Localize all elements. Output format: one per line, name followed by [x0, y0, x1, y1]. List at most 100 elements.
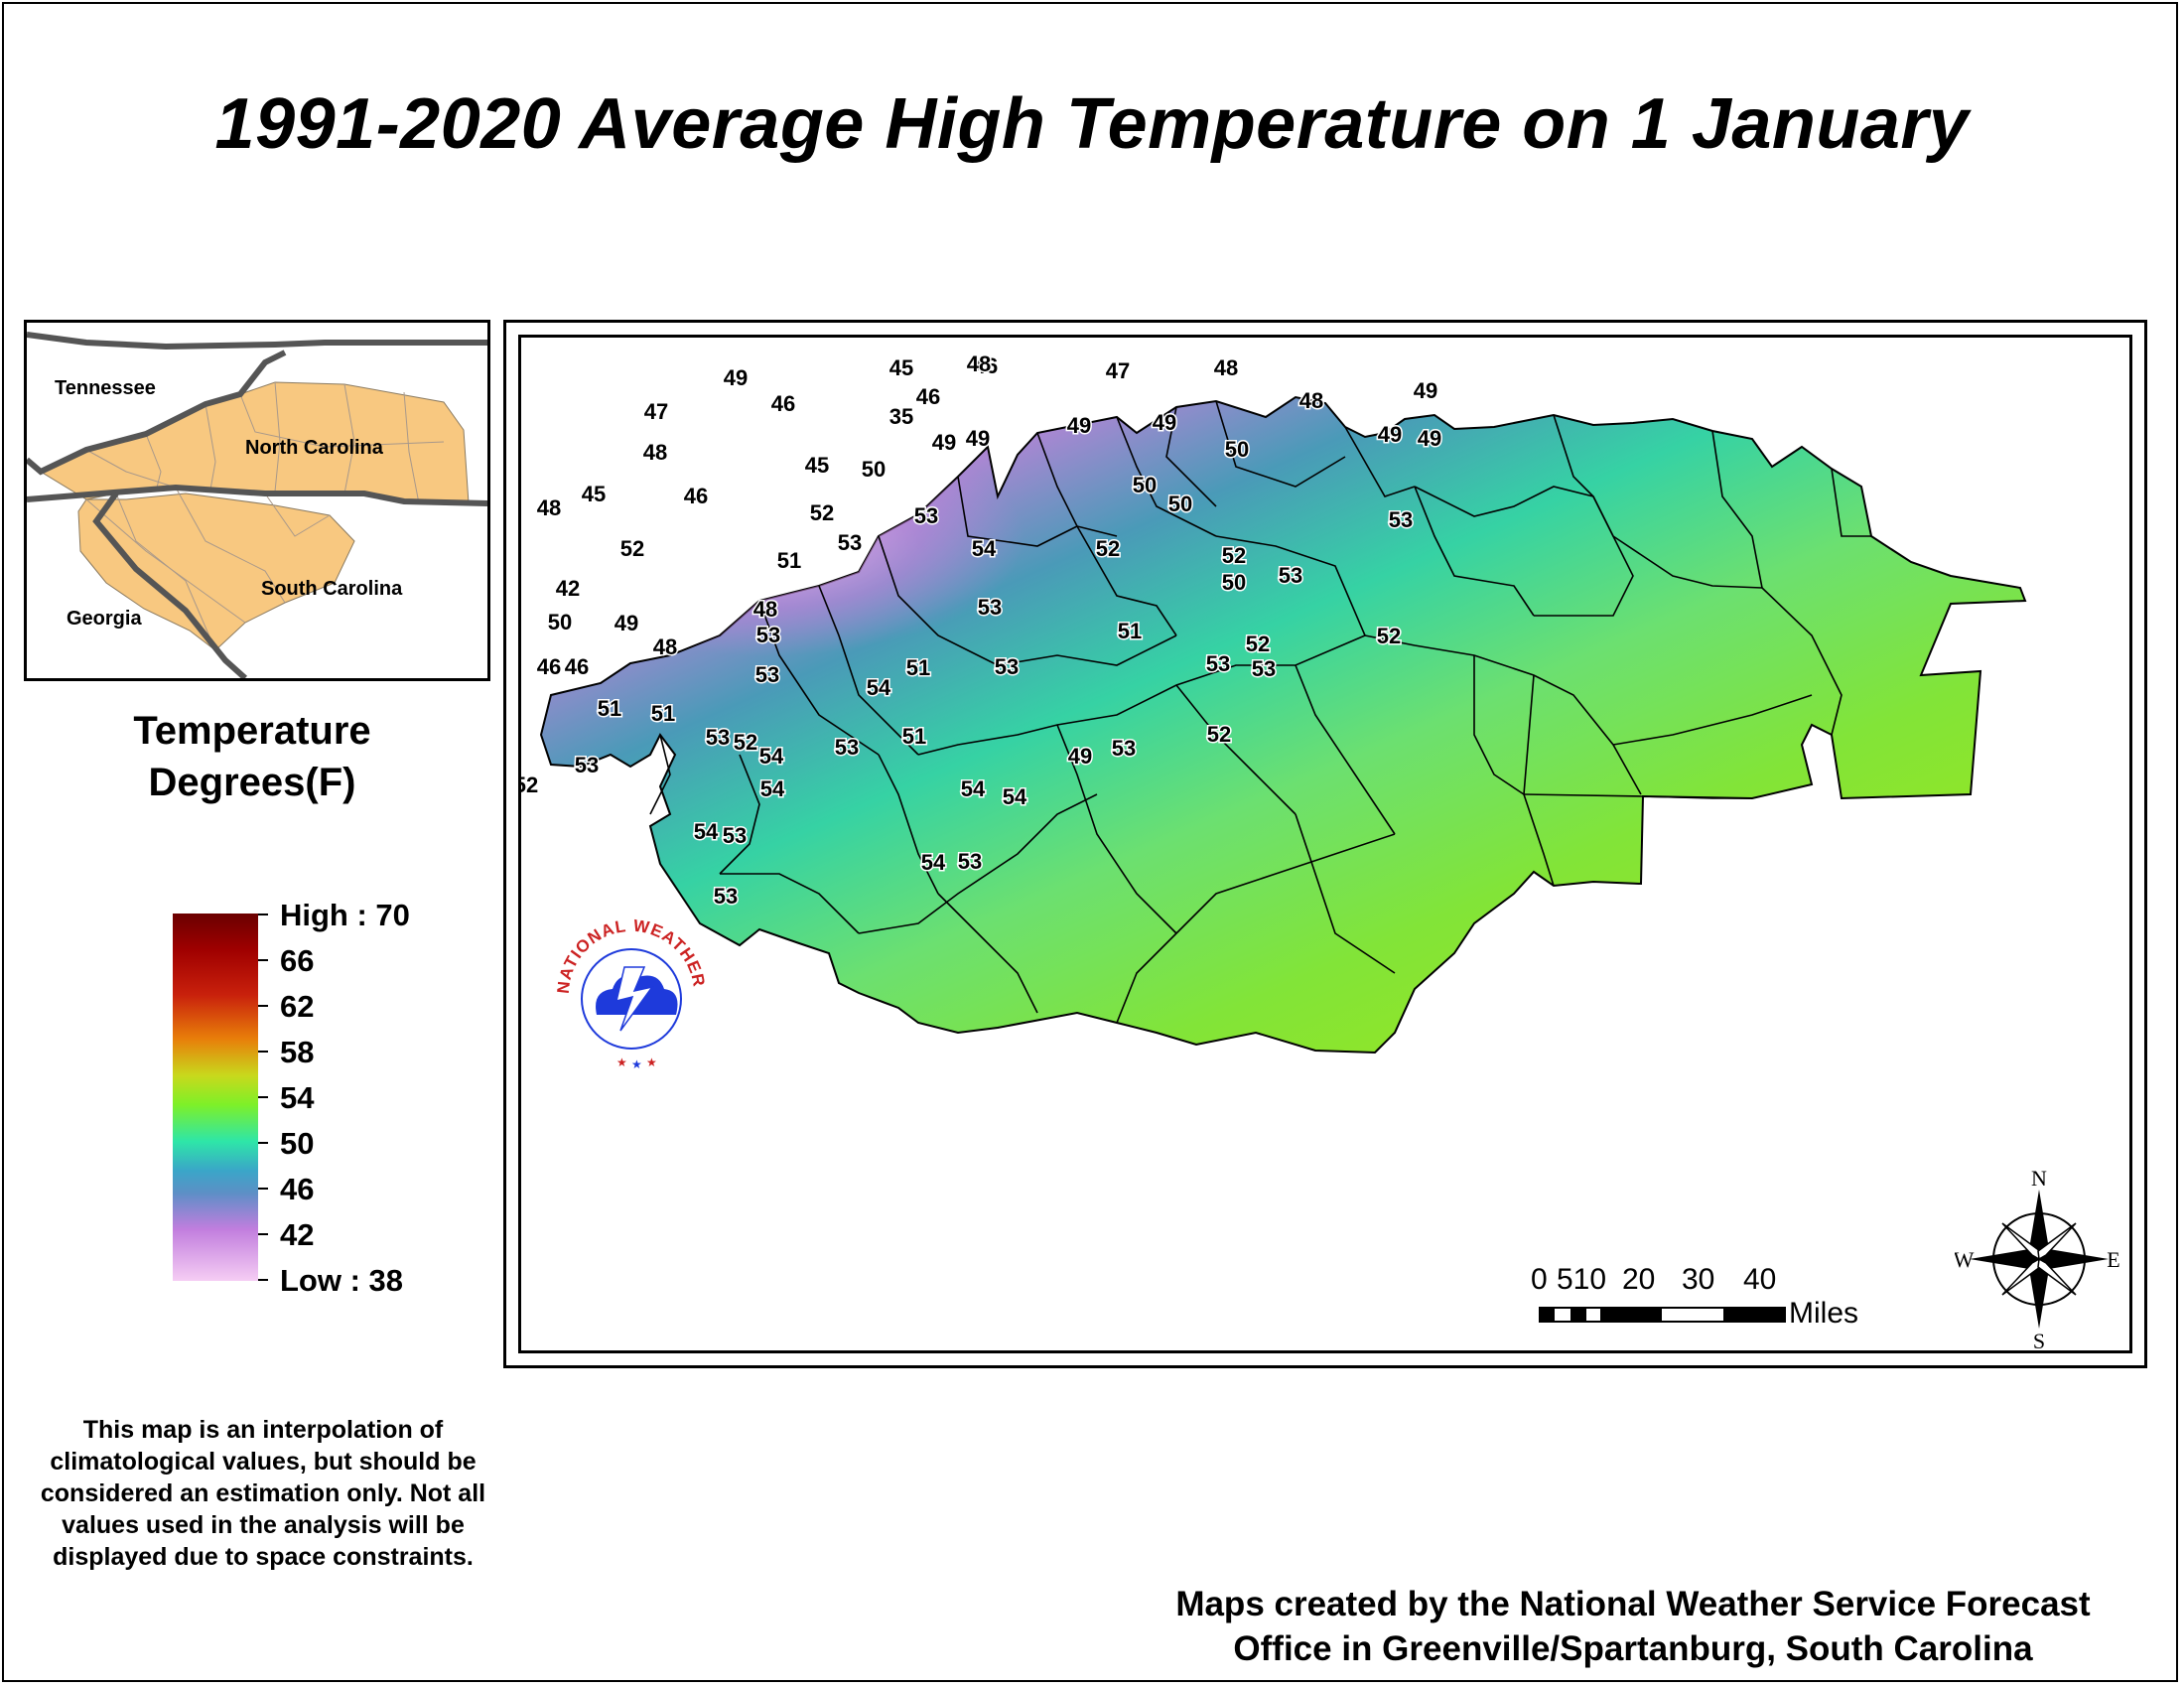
temperature-value-labels: 4236394645463549464847484849494949494949… — [521, 351, 1443, 911]
county-boundaries — [649, 400, 1871, 1024]
temperature-value: 46 — [974, 353, 998, 378]
legend-title: Temperature Degrees(F) — [24, 705, 480, 808]
temperature-value: 50 — [1168, 492, 1192, 516]
temperature-value: 54 — [694, 819, 719, 844]
temperature-value: 53 — [1389, 507, 1413, 532]
credits-line1: Maps created by the National Weather Ser… — [1175, 1585, 2091, 1623]
scale-tick-label: 510 — [1557, 1263, 1607, 1296]
temperature-value: 53 — [978, 595, 1002, 620]
temperature-value: 52 — [1222, 543, 1246, 568]
legend-title-line1: Temperature — [133, 709, 371, 753]
temperature-value: 48 — [653, 634, 677, 659]
temperature-value: 49 — [932, 430, 956, 455]
ramp-tick-label: 46 — [280, 1172, 315, 1206]
ramp-tick-label: 62 — [280, 989, 315, 1024]
temperature-value: 48 — [1214, 355, 1238, 380]
map-title: 1991-2020 Average High Temperature on 1 … — [214, 84, 1970, 164]
ramp-tick — [258, 1051, 268, 1053]
temperature-map: 4236394645463549464847484849494949494949… — [521, 351, 2027, 1055]
map-frame: 4236394645463549464847484849494949494949… — [503, 320, 2147, 1368]
temperature-value: 52 — [734, 730, 757, 755]
ramp-tick — [258, 1279, 268, 1281]
ramp-tick — [258, 914, 268, 915]
scale-tick-label: 20 — [1622, 1263, 1656, 1296]
temperature-value: 46 — [684, 484, 708, 508]
temperature-value: 45 — [582, 482, 606, 506]
temperature-value: 50 — [1133, 473, 1157, 497]
temperature-value: 50 — [548, 610, 572, 634]
compass-e: E — [2107, 1247, 2119, 1272]
temperature-value: 53 — [1112, 736, 1136, 761]
temperature-value: 50 — [1222, 570, 1246, 595]
temperature-value: 54 — [760, 776, 785, 801]
temperature-value: 53 — [1206, 651, 1230, 676]
svg-text:★: ★ — [616, 1055, 627, 1069]
ramp-high-label: High : 70 — [280, 898, 410, 932]
ramp-tick — [258, 1188, 268, 1190]
temperature-value: 49 — [1414, 378, 1437, 403]
svg-text:★: ★ — [646, 1055, 657, 1069]
credits-line2: Office in Greenville/Spartanburg, South … — [1233, 1629, 2033, 1668]
inset-label-georgia: Georgia — [67, 608, 142, 630]
temperature-value: 50 — [1225, 437, 1249, 462]
inset-locator-map: Tennessee North Carolina Georgia South C… — [24, 320, 490, 681]
inset-state-borders — [27, 332, 487, 678]
temperature-value: 54 — [972, 536, 997, 561]
temperature-value: 54 — [759, 744, 784, 769]
temperature-value: 52 — [1246, 632, 1270, 656]
legend-title-line2: Degrees(F) — [148, 761, 356, 804]
temperature-value: 50 — [862, 457, 886, 482]
ramp-tick-label: 58 — [280, 1035, 315, 1069]
compass-w: W — [1955, 1247, 1975, 1272]
scale-tick-label: 0 — [1531, 1263, 1548, 1296]
temperature-value: 52 — [1207, 722, 1231, 747]
temperature-value: 46 — [772, 391, 796, 416]
temperature-value: 45 — [889, 355, 913, 380]
ramp-tick-label: 66 — [280, 943, 315, 978]
ramp-tick — [258, 1005, 268, 1007]
temperature-value: 54 — [1003, 784, 1027, 809]
temperature-value: 53 — [838, 530, 862, 555]
temperature-value: 42 — [556, 576, 580, 601]
temperature-value: 51 — [902, 724, 926, 749]
temperature-value: 49 — [1378, 422, 1402, 447]
ramp-tick — [258, 1096, 268, 1098]
temperature-value: 49 — [614, 611, 638, 635]
map-panel: 4236394645463549464847484849494949494949… — [518, 335, 2132, 1353]
temperature-value: 46 — [771, 391, 795, 416]
temperature-value: 53 — [723, 823, 747, 848]
temperature-value: 49 — [724, 365, 748, 390]
ramp-tick — [258, 1233, 268, 1235]
temperature-value: 35 — [889, 404, 913, 429]
compass-n: N — [2031, 1170, 2047, 1191]
scale-tick-label: 40 — [1743, 1263, 1777, 1296]
compass-s: S — [2033, 1329, 2045, 1348]
temperature-value: 46 — [537, 654, 561, 679]
temperature-value: 53 — [755, 662, 779, 687]
temperature-value: 53 — [835, 735, 859, 760]
mountain-shading — [541, 397, 1345, 767]
temperature-value: 51 — [598, 696, 621, 721]
inset-label-tennessee: Tennessee — [55, 377, 156, 399]
ramp-tick-label: 50 — [280, 1126, 315, 1161]
temperature-value: 48 — [643, 440, 667, 465]
inset-label-south-carolina: South Carolina — [261, 578, 403, 600]
temperature-value: 52 — [810, 500, 834, 525]
temperature-value: 48 — [537, 495, 561, 520]
temperature-value: 48 — [1299, 388, 1323, 413]
temperature-value: 49 — [966, 426, 990, 451]
credits-text: Maps created by the National Weather Ser… — [1102, 1582, 2164, 1671]
temperature-value: 52 — [1377, 624, 1401, 648]
ramp-tick — [258, 959, 268, 961]
temperature-value: 54 — [961, 776, 986, 801]
temperature-value: 48 — [753, 597, 777, 622]
ramp-tick-label: 54 — [280, 1080, 315, 1115]
temperature-value: 53 — [958, 849, 982, 874]
scale-units-label: Miles — [1789, 1297, 1859, 1330]
temperature-value: 51 — [651, 701, 675, 726]
temperature-value: 49 — [1068, 744, 1092, 769]
ramp-low-label: Low : 38 — [280, 1263, 404, 1298]
temperature-value: 51 — [777, 548, 801, 573]
svg-text:★: ★ — [631, 1057, 642, 1071]
